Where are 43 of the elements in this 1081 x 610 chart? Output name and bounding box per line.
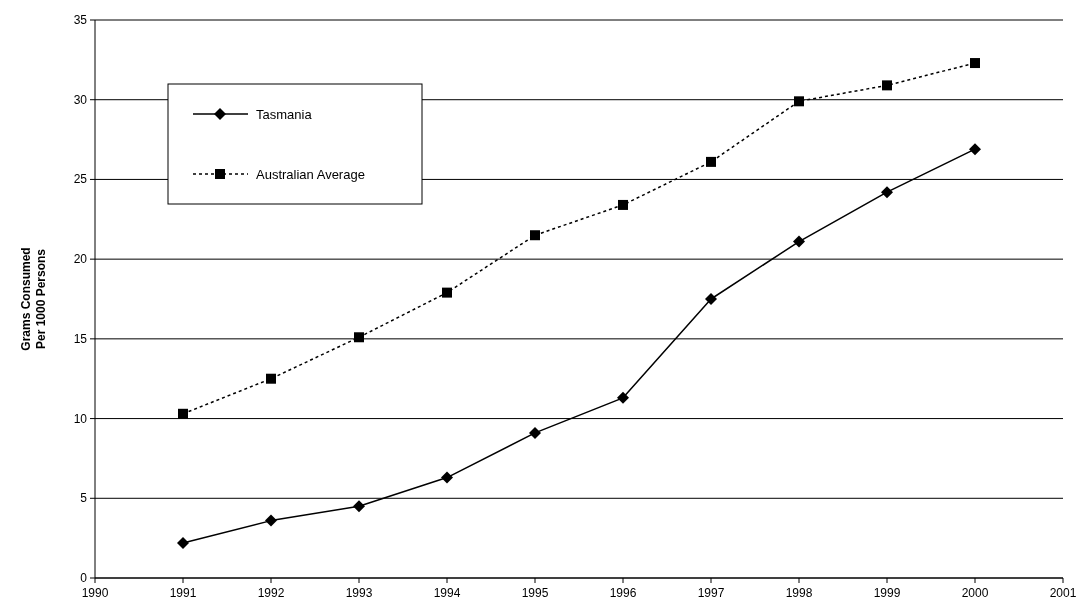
point: [794, 96, 804, 107]
x-tick-label: 1994: [433, 586, 461, 600]
x-tick-label: 1995: [521, 586, 549, 600]
point: [265, 514, 277, 527]
x-tick-label: 1992: [257, 586, 285, 600]
x-tick-label: 2001: [1049, 586, 1077, 600]
y-tick-label: 30: [73, 92, 88, 107]
point: [266, 373, 276, 384]
legend-label: Australian Average: [256, 167, 365, 182]
point: [441, 471, 453, 484]
point: [530, 230, 540, 241]
point: [354, 332, 364, 343]
point: [969, 143, 981, 156]
point: [793, 235, 805, 248]
point: [970, 58, 980, 69]
y-axis-title: Grams Consumed Per 1000 Persons: [19, 247, 48, 351]
y-tick-label: 35: [73, 13, 88, 27]
y-tick-label: 10: [73, 411, 88, 426]
x-tick-label: 1999: [873, 586, 901, 600]
point: [617, 391, 629, 404]
y-tick-label: 15: [73, 331, 88, 346]
x-tick-label: 2000: [961, 586, 989, 600]
point: [177, 536, 189, 549]
point: [178, 408, 188, 419]
legend-label: Tasmania: [256, 107, 313, 122]
x-tick-label: 1997: [697, 586, 725, 600]
x-tick-label: 1996: [609, 586, 637, 600]
x-tick-label: 1998: [785, 586, 813, 600]
x-tick-label: 1990: [81, 586, 109, 600]
point: [529, 426, 541, 439]
point: [881, 186, 893, 199]
y-tick-label: 5: [80, 491, 88, 506]
y-tick-label: 0: [80, 571, 88, 585]
x-tick-label: 1991: [169, 586, 197, 600]
x-tick-label: 1993: [345, 586, 373, 600]
point: [618, 199, 628, 210]
y-tick-label: 25: [73, 172, 88, 187]
point: [705, 293, 717, 305]
point: [706, 156, 716, 167]
point: [442, 287, 452, 298]
point: [353, 500, 365, 513]
y-tick-label: 20: [73, 252, 88, 267]
point: [882, 80, 892, 91]
